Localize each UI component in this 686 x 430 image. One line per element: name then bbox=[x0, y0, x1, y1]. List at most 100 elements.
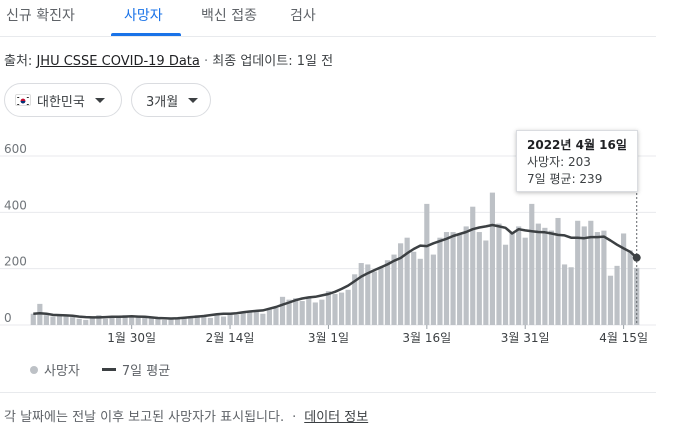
bar bbox=[96, 315, 102, 325]
bar bbox=[417, 258, 423, 325]
hover-point bbox=[632, 253, 641, 262]
bar bbox=[76, 318, 82, 325]
bar bbox=[240, 312, 246, 325]
footer-note: 각 날짜에는 전날 이후 보고된 사망자가 표시됩니다. · 데이터 정보 bbox=[4, 406, 368, 425]
bar bbox=[227, 313, 233, 325]
y-tick-label: 400 bbox=[4, 198, 27, 212]
bar bbox=[411, 251, 417, 325]
data-info-link[interactable]: 데이터 정보 bbox=[304, 410, 369, 425]
source-link[interactable]: JHU CSSE COVID-19 Data bbox=[36, 54, 200, 69]
bar bbox=[279, 296, 286, 325]
y-tick-label: 0 bbox=[4, 311, 12, 325]
bar bbox=[542, 227, 548, 325]
divider bbox=[0, 392, 656, 393]
bar bbox=[430, 254, 436, 325]
bar bbox=[109, 317, 115, 325]
range-label: 3개월 bbox=[146, 94, 179, 110]
average-line bbox=[33, 223, 638, 320]
bar bbox=[338, 292, 345, 325]
bar bbox=[175, 317, 181, 325]
tab-deaths[interactable]: 사망자 bbox=[124, 8, 163, 24]
bar bbox=[306, 296, 312, 325]
bar bbox=[50, 316, 56, 325]
bar bbox=[568, 267, 574, 325]
tab-tests[interactable]: 검사 bbox=[290, 8, 316, 24]
bar bbox=[463, 226, 469, 325]
bar bbox=[371, 271, 377, 325]
x-tick-label: 3월 31일 bbox=[501, 331, 550, 345]
source-prefix: 출처: bbox=[4, 54, 33, 69]
bar bbox=[594, 232, 600, 325]
country-dropdown[interactable]: 대한민국 bbox=[4, 83, 122, 117]
bar bbox=[43, 315, 49, 325]
bar bbox=[247, 311, 253, 325]
bar bbox=[496, 223, 502, 325]
bar bbox=[286, 299, 292, 325]
bar bbox=[601, 230, 607, 325]
bar bbox=[581, 226, 587, 325]
range-dropdown[interactable]: 3개월 bbox=[131, 83, 211, 117]
x-tick-label: 2월 14일 bbox=[206, 331, 255, 345]
bar bbox=[502, 244, 509, 325]
bar bbox=[483, 240, 489, 325]
bar bbox=[148, 316, 154, 325]
bar bbox=[509, 232, 515, 325]
bar bbox=[450, 232, 456, 325]
bar bbox=[260, 313, 266, 325]
chart-legend: 사망자 7일 평균 bbox=[30, 360, 170, 379]
bar bbox=[207, 317, 213, 325]
bar bbox=[83, 319, 89, 325]
bar bbox=[161, 319, 168, 325]
bar bbox=[634, 267, 640, 325]
bar bbox=[56, 314, 63, 325]
bar bbox=[378, 267, 384, 325]
bar bbox=[142, 317, 148, 325]
source-separator: · bbox=[204, 54, 209, 69]
bar bbox=[424, 203, 430, 325]
source-line: 출처: JHU CSSE COVID-19 Data · 최종 업데이트: 1일… bbox=[4, 50, 333, 69]
bar bbox=[181, 317, 187, 325]
x-tick-label: 3월 16일 bbox=[402, 331, 451, 345]
bar bbox=[63, 315, 69, 325]
bar bbox=[319, 299, 325, 325]
bar bbox=[168, 318, 174, 325]
legend-bar-swatch bbox=[30, 365, 38, 374]
bar bbox=[621, 233, 627, 325]
footer-text: 각 날짜에는 전날 이후 보고된 사망자가 표시됩니다. bbox=[4, 410, 285, 425]
y-tick-label: 200 bbox=[4, 255, 27, 269]
bar bbox=[516, 226, 522, 325]
bar bbox=[273, 308, 279, 325]
bar bbox=[476, 232, 482, 325]
bar bbox=[220, 316, 227, 325]
bar bbox=[332, 294, 338, 325]
tooltip-deaths: 사망자: 203 bbox=[527, 155, 591, 169]
bar bbox=[470, 206, 476, 325]
bar bbox=[70, 317, 76, 325]
bar bbox=[614, 265, 620, 325]
bar bbox=[535, 223, 541, 325]
bar bbox=[607, 275, 614, 325]
south-korea-flag-icon bbox=[15, 94, 31, 106]
bar bbox=[299, 301, 305, 325]
bar bbox=[404, 237, 410, 325]
bar bbox=[384, 260, 391, 325]
bar bbox=[443, 232, 450, 325]
legend-line-swatch bbox=[101, 368, 116, 371]
bar bbox=[365, 264, 371, 325]
deaths-chart: 0 200 400 600 1월 30일 2월 14일 3월 1일 3월 16일 3월 31일 4… bbox=[0, 133, 656, 345]
tooltip-date: 2022년 4월 16일 bbox=[527, 138, 627, 152]
bar bbox=[135, 317, 141, 325]
bar bbox=[102, 318, 109, 325]
bar bbox=[122, 315, 128, 325]
x-tick-label: 4월 15일 bbox=[599, 331, 648, 345]
bar bbox=[352, 274, 358, 325]
x-tick-label: 1월 30일 bbox=[107, 331, 156, 345]
bar bbox=[234, 314, 240, 325]
tab-new-cases[interactable]: 신규 확진자 bbox=[6, 8, 75, 24]
y-tick-label: 600 bbox=[4, 142, 27, 156]
bar bbox=[115, 316, 122, 325]
bar bbox=[489, 192, 495, 325]
bar bbox=[293, 298, 299, 325]
bar bbox=[398, 243, 404, 325]
tab-vaccinations[interactable]: 백신 접종 bbox=[201, 8, 257, 24]
